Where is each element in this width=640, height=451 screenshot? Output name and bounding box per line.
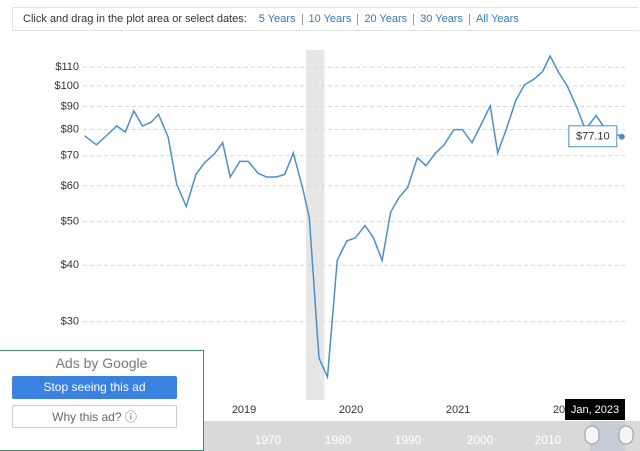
date-tooltip-box <box>565 399 625 420</box>
navigator-label: 2000 <box>467 433 494 447</box>
why-ad-button[interactable]: Why this ad? ⓘ <box>12 405 177 428</box>
navigator-handle <box>618 425 634 445</box>
shaded-range <box>306 50 325 400</box>
range-link[interactable]: 5 Years <box>258 13 296 25</box>
range-link[interactable]: 10 Years <box>301 14 358 25</box>
x-tick-label: 2020 <box>339 404 363 416</box>
x-tick-label: 2019 <box>232 404 256 416</box>
y-tick-label: $50 <box>61 215 79 227</box>
navigator-handle <box>584 425 600 445</box>
value-tooltip-box <box>568 125 618 148</box>
last-point <box>618 133 625 140</box>
y-tick-label: $100 <box>55 80 79 92</box>
date-tooltip: Jan, 2023 <box>571 404 619 416</box>
y-tick-label: $70 <box>61 150 79 162</box>
navigator-label: 2010 <box>535 433 562 447</box>
navigator-label: 1970 <box>255 433 282 447</box>
y-tick-label: $40 <box>61 259 79 271</box>
range-prompt: Click and drag in the plot area or selec… <box>23 13 247 25</box>
range-link[interactable]: All Years <box>468 14 525 25</box>
navigator-label: 1990 <box>395 433 422 447</box>
range-link[interactable]: 20 Years <box>357 14 413 25</box>
date-range-bar: Click and drag in the plot area or selec… <box>12 7 638 31</box>
ad-panel: Ads by Google Stop seeing this ad Why th… <box>0 350 204 451</box>
y-tick-label: $60 <box>61 180 79 192</box>
range-link[interactable]: 30 Years <box>413 14 469 25</box>
x-axis: 2019202020212022 <box>232 404 577 416</box>
range-links: 5 Years 10 Years 20 Years 30 Years All Years <box>253 13 525 25</box>
y-tick-label: $90 <box>61 100 79 112</box>
x-tick-label: 2021 <box>446 404 470 416</box>
y-tick-label: $80 <box>61 123 79 135</box>
ad-title: Ads by Google <box>55 355 148 371</box>
y-tick-label: $110 <box>55 61 79 73</box>
navigator-label: 1980 <box>325 433 352 447</box>
price-line <box>84 54 623 380</box>
y-tick-label: $30 <box>61 315 79 327</box>
value-tooltip: $77.10 <box>576 131 610 143</box>
stop-ad-button[interactable]: Stop seeing this ad <box>12 376 177 399</box>
